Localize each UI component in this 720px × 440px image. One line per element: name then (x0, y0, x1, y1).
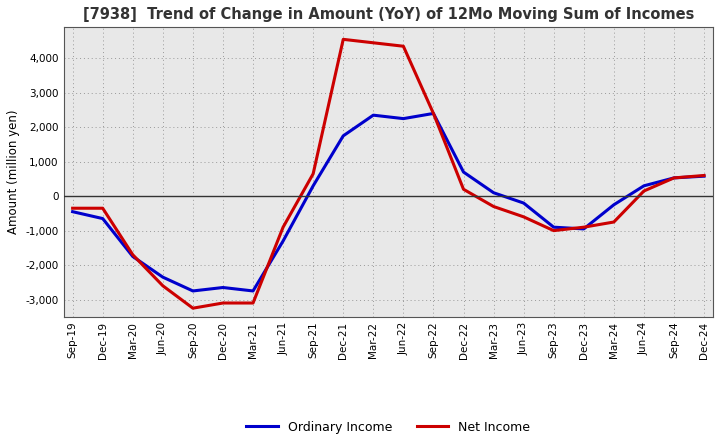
Net Income (68, 205, 77, 211)
Ordinary Income (639, 183, 648, 188)
Y-axis label: Amount (million yen): Amount (million yen) (7, 110, 20, 234)
Ordinary Income (99, 216, 107, 221)
Ordinary Income (700, 173, 708, 179)
Net Income (610, 220, 618, 225)
Net Income (248, 301, 257, 306)
Line: Ordinary Income: Ordinary Income (73, 114, 704, 291)
Ordinary Income (399, 116, 408, 121)
Ordinary Income (549, 224, 558, 230)
Net Income (490, 204, 498, 209)
Legend: Ordinary Income, Net Income: Ordinary Income, Net Income (241, 416, 535, 439)
Net Income (279, 224, 287, 230)
Net Income (219, 301, 228, 306)
Ordinary Income (279, 238, 287, 244)
Net Income (189, 305, 197, 311)
Net Income (369, 40, 377, 45)
Title: [7938]  Trend of Change in Amount (YoY) of 12Mo Moving Sum of Incomes: [7938] Trend of Change in Amount (YoY) o… (83, 7, 694, 22)
Net Income (99, 205, 107, 211)
Ordinary Income (519, 200, 528, 205)
Net Income (580, 224, 588, 230)
Net Income (399, 44, 408, 49)
Ordinary Income (459, 169, 468, 175)
Net Income (670, 175, 678, 180)
Net Income (309, 171, 318, 176)
Ordinary Income (339, 133, 348, 139)
Ordinary Income (189, 288, 197, 293)
Ordinary Income (580, 226, 588, 231)
Ordinary Income (128, 254, 137, 259)
Ordinary Income (309, 183, 318, 188)
Ordinary Income (68, 209, 77, 214)
Net Income (429, 111, 438, 116)
Net Income (459, 187, 468, 192)
Ordinary Income (158, 275, 167, 280)
Net Income (639, 188, 648, 194)
Ordinary Income (219, 285, 228, 290)
Ordinary Income (670, 175, 678, 180)
Ordinary Income (429, 111, 438, 116)
Net Income (158, 283, 167, 288)
Ordinary Income (490, 190, 498, 195)
Ordinary Income (610, 202, 618, 207)
Net Income (700, 173, 708, 178)
Net Income (519, 214, 528, 220)
Net Income (339, 37, 348, 42)
Net Income (549, 228, 558, 233)
Ordinary Income (248, 288, 257, 293)
Ordinary Income (369, 113, 377, 118)
Line: Net Income: Net Income (73, 39, 704, 308)
Net Income (128, 252, 137, 257)
